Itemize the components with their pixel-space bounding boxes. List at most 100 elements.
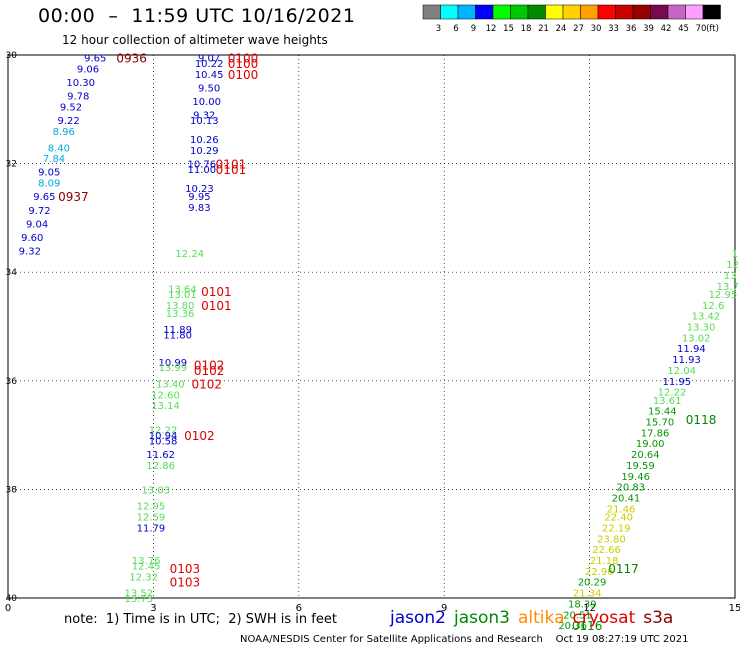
swh-value: 9.50 bbox=[198, 84, 220, 95]
x-tick-label: 6 bbox=[296, 603, 302, 614]
colorbar-label: 70 bbox=[696, 24, 707, 34]
swh-value: 9.07 bbox=[198, 54, 220, 65]
swh-value: 12.32 bbox=[129, 572, 158, 583]
swh-value: 10.26 bbox=[190, 135, 219, 146]
pass-time-label: 0100 bbox=[228, 52, 259, 66]
swh-value: 22.19 bbox=[602, 523, 631, 534]
colorbar-label: 33 bbox=[608, 24, 619, 34]
swh-value: 8.40 bbox=[48, 143, 70, 154]
swh-value: 8.09 bbox=[38, 179, 60, 190]
swh-value: 13.03 bbox=[142, 485, 171, 496]
swh-value: 13.76 bbox=[132, 556, 161, 567]
colorbar-label: 27 bbox=[573, 24, 584, 34]
swh-value: 20.83 bbox=[616, 483, 645, 494]
swh-value: 21.18 bbox=[590, 556, 619, 567]
colorbar-label: 21 bbox=[538, 24, 549, 34]
x-tick-label: 9 bbox=[441, 603, 447, 614]
swh-value: 13.42 bbox=[692, 312, 721, 323]
x-tick-label: 15 bbox=[729, 603, 740, 614]
swh-value: 11.00 bbox=[188, 165, 217, 176]
legend-item-cryosat: cryosat bbox=[572, 608, 636, 628]
x-tick-label: 3 bbox=[150, 603, 156, 614]
swh-value: 9.04 bbox=[26, 219, 48, 230]
swh-value: 12 bbox=[726, 260, 739, 271]
swh-value: 20.41 bbox=[612, 494, 641, 505]
colorbar-label: 39 bbox=[643, 24, 654, 34]
swh-value: 20.64 bbox=[631, 450, 660, 461]
swh-value: 9.65 bbox=[33, 192, 55, 203]
swh-value: 12.60 bbox=[151, 390, 180, 401]
swh-value: 13.64 bbox=[168, 284, 197, 295]
colorbar-label: 9 bbox=[471, 24, 476, 34]
colorbar-label: 15 bbox=[503, 24, 514, 34]
swh-value: 13.30 bbox=[687, 323, 716, 334]
colorbar-label: 6 bbox=[453, 24, 458, 34]
swh-value: 10.30 bbox=[66, 78, 95, 89]
swh-value: 23.80 bbox=[597, 534, 626, 545]
swh-value: 22.66 bbox=[592, 545, 621, 556]
swh-value: 20.29 bbox=[578, 578, 607, 589]
swh-value: 13.80 bbox=[166, 301, 195, 312]
colorbar-label: 18 bbox=[521, 24, 532, 34]
swh-value: 10.23 bbox=[185, 184, 214, 195]
swh-value: 13.73 bbox=[125, 594, 154, 605]
swh-value: 9.78 bbox=[67, 92, 89, 103]
pass-time-label: 0101 bbox=[201, 285, 232, 299]
pass-time-label: 0102 bbox=[191, 378, 222, 392]
legend-item-jason3: jason3 bbox=[454, 608, 510, 628]
swh-value: 10.13 bbox=[190, 116, 219, 127]
y-tick-label: 38 bbox=[6, 485, 18, 495]
colorbar-label: 12 bbox=[486, 24, 497, 34]
swh-value: 9.06 bbox=[77, 65, 99, 76]
swh-value: 10.22 bbox=[195, 59, 224, 70]
swh-value: 21.34 bbox=[573, 589, 602, 600]
swh-value: 11.93 bbox=[672, 355, 701, 366]
swh-value: 19.00 bbox=[636, 439, 665, 450]
swh-value: 13.02 bbox=[682, 333, 711, 344]
swh-value: 18.39 bbox=[568, 599, 597, 610]
swh-value: 9.22 bbox=[57, 116, 79, 127]
colorbar-unit: (ft) bbox=[706, 24, 719, 34]
swh-value: 11.95 bbox=[663, 377, 692, 388]
pass-time-label: 0100 bbox=[228, 57, 259, 71]
swh-value: 12.24 bbox=[175, 249, 204, 260]
swh-value: 8.96 bbox=[53, 127, 75, 138]
swh-value: 22.40 bbox=[604, 513, 633, 524]
colorbar-label: 45 bbox=[678, 24, 689, 34]
swh-value: 12.59 bbox=[137, 513, 166, 524]
y-tick-label: 36 bbox=[6, 377, 18, 387]
swh-value: 15.70 bbox=[646, 418, 675, 429]
pass-time-label: 0102 bbox=[194, 359, 225, 373]
swh-value: 10.45 bbox=[195, 70, 224, 81]
swh-value: 9.52 bbox=[60, 103, 82, 114]
swh-value: 1 bbox=[732, 249, 738, 260]
pass-time-label: 0100 bbox=[228, 68, 259, 82]
swh-value: 13.99 bbox=[158, 363, 187, 374]
swh-value: 10.29 bbox=[190, 146, 219, 157]
x-tick-label: 12 bbox=[583, 603, 596, 614]
colorbar-label: 36 bbox=[626, 24, 637, 34]
swh-value: 9.65 bbox=[84, 54, 106, 65]
swh-value: 11.62 bbox=[146, 450, 175, 461]
colorbar-label: 3 bbox=[436, 24, 441, 34]
swh-value: 11.89 bbox=[163, 325, 192, 336]
chart-subtitle: 12 hour collection of altimeter wave hei… bbox=[62, 33, 328, 47]
swh-value: 9.32 bbox=[19, 246, 41, 257]
swh-value: 9.95 bbox=[188, 192, 210, 203]
pass-time-label: 0118 bbox=[686, 413, 717, 427]
swh-value: 21.46 bbox=[607, 504, 636, 515]
swh-value: 17.86 bbox=[641, 428, 670, 439]
pass-time-label: 0102 bbox=[194, 364, 225, 378]
swh-value: 9.05 bbox=[38, 168, 60, 179]
swh-value: 12.04 bbox=[667, 366, 696, 377]
swh-value: 12.86 bbox=[146, 461, 175, 472]
swh-value: 13.40 bbox=[156, 380, 185, 391]
pass-time-label: 0102 bbox=[184, 429, 215, 443]
swh-value: 12.95 bbox=[137, 502, 166, 513]
pass-time-label: 0103 bbox=[170, 576, 201, 590]
swh-value: 10.58 bbox=[149, 437, 178, 448]
colorbar-label: 42 bbox=[661, 24, 672, 34]
pass-time-label: 0101 bbox=[216, 163, 247, 177]
chart-title: 00:00 – 11:59 UTC 10/16/2021 bbox=[38, 5, 356, 27]
